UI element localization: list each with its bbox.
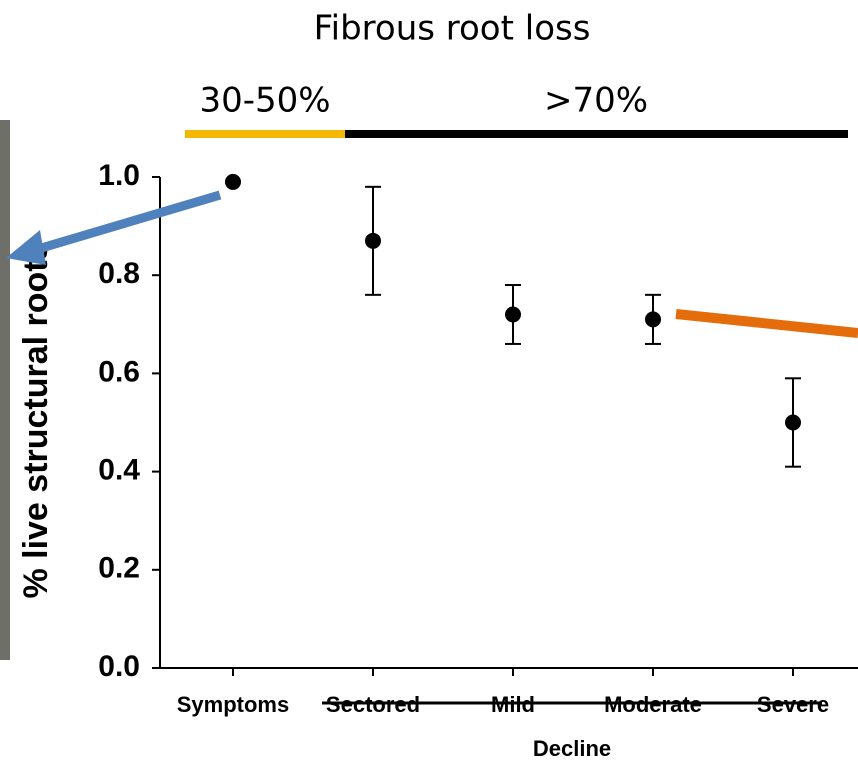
point (785, 414, 801, 431)
y-tick-label: 0.8 (98, 257, 140, 290)
segment-label: >70% (544, 81, 648, 121)
point (365, 232, 381, 249)
y-tick-label: 0.4 (98, 454, 140, 487)
arrow-head (6, 230, 46, 265)
arrow (675, 309, 858, 338)
x-tick-label: Mild (491, 692, 535, 717)
chart-title: Fibrous root loss (314, 9, 591, 49)
y-tick-label: 0.0 (98, 650, 140, 683)
y-tick-label: 1.0 (98, 159, 140, 192)
point (645, 311, 661, 328)
point (225, 173, 241, 190)
point (505, 306, 521, 323)
y-tick-label: 0.6 (98, 355, 140, 388)
y-tick-label: 0.2 (98, 552, 140, 585)
x-tick-label: Sectored (326, 692, 420, 717)
photo-edge (0, 120, 10, 660)
x-tick-label: Severe (757, 692, 829, 717)
x-tick-label: Moderate (604, 692, 702, 717)
group-label: Decline (533, 736, 611, 761)
arrow (26, 190, 222, 257)
x-tick-label: Symptoms (177, 692, 289, 717)
segment-label: 30-50% (199, 81, 330, 121)
y-axis-label: % live structural roots (17, 241, 55, 598)
